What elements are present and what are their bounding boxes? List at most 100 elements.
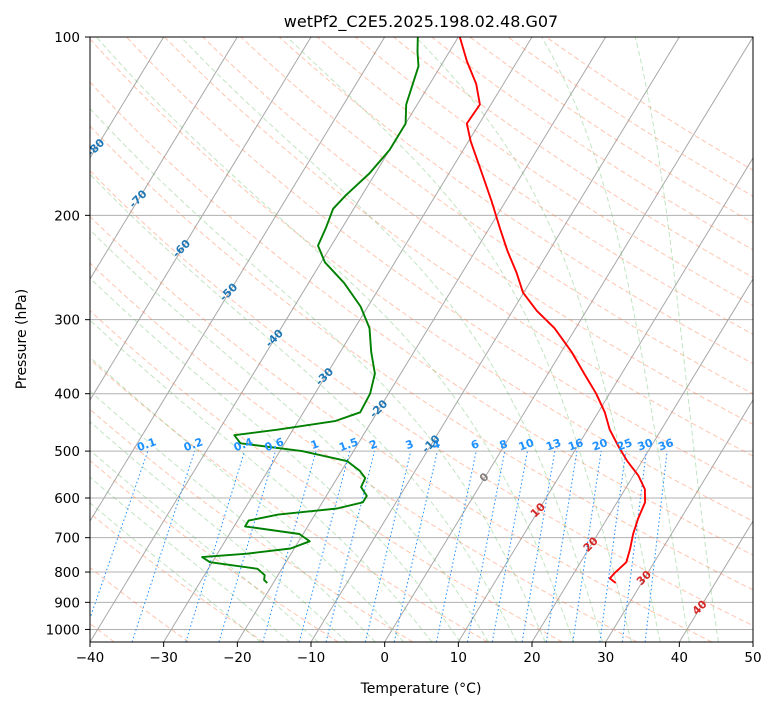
- temperature-profile-line: [458, 37, 647, 584]
- y-tick-label: 200: [54, 208, 80, 224]
- isotherm-line: [236, 37, 607, 642]
- x-tick-label: −20: [223, 650, 252, 666]
- dry-adiabat-line: [90, 215, 712, 642]
- mixing-ratio-line: [545, 451, 578, 642]
- mixing-ratio-label: 0.4: [232, 435, 255, 454]
- isotherm-line: [310, 37, 680, 642]
- dry-adiabat-line: [90, 125, 753, 591]
- mixing-ratio-label: 4: [430, 437, 442, 452]
- dewpoint-profile-line: [201, 37, 420, 584]
- x-axis-label: Temperature (°C): [360, 681, 482, 697]
- mixing-ratio-label: 1: [309, 437, 321, 452]
- y-tick-label: 900: [54, 595, 80, 611]
- moist-adiabat-line: [90, 356, 405, 642]
- isotherm-line: [90, 37, 386, 522]
- mixing-ratio-line: [218, 450, 276, 642]
- mixing-ratio-line: [599, 451, 627, 642]
- mixing-ratio-label: 10: [517, 436, 536, 454]
- dry-adiabat-line: [90, 408, 414, 642]
- moist-adiabat-line: [90, 107, 546, 642]
- y-tick-label: 1000: [46, 622, 80, 638]
- mixing-ratio-label: 0.1: [135, 435, 158, 454]
- moist-adiabat-line: [96, 37, 575, 642]
- x-tick-label: 40: [671, 650, 688, 666]
- dry-adiabat-line: [90, 81, 753, 556]
- mixing-ratio-line: [298, 450, 351, 642]
- mixing-ratio-line: [491, 451, 528, 642]
- mixing-ratio-line: [364, 450, 412, 642]
- isotherm-line: [90, 37, 238, 280]
- mixing-ratio-line: [262, 450, 317, 642]
- dry-adiabat-line: [240, 37, 753, 395]
- mixing-ratio-line: [325, 450, 376, 642]
- mixing-ratio-line: [521, 451, 556, 642]
- dry-adiabat-line: [431, 37, 753, 251]
- mixing-ratio-label: 13: [544, 436, 563, 453]
- moist-adiabat-line: [286, 37, 632, 642]
- dry-adiabat-line: [90, 512, 264, 642]
- chart-title: wetPf2_C2E5.2025.198.02.48.G07: [284, 12, 558, 32]
- y-tick-label: 300: [54, 313, 80, 329]
- isotherm-line: [678, 520, 753, 642]
- background-lines: [90, 37, 753, 642]
- dry-adiabat-line: [90, 38, 753, 522]
- mixing-ratio-line: [644, 451, 668, 642]
- plot-frame: [89, 36, 754, 643]
- mixing-ratio-label: 8: [498, 437, 510, 452]
- y-axis-label: Pressure (hPa): [14, 289, 30, 389]
- mixing-ratio-line: [393, 450, 438, 642]
- dry-adiabat-line: [507, 37, 753, 197]
- x-tick-label: 20: [523, 650, 540, 666]
- mixing-ratio-label: 20: [591, 436, 610, 454]
- dry-adiabat-line: [90, 262, 638, 642]
- mixing-ratio-line: [90, 450, 149, 620]
- moist-adiabat-line: [90, 277, 461, 642]
- moist-adiabat-line: [180, 37, 604, 642]
- mixing-ratio-line: [185, 450, 246, 642]
- y-tick-label: 500: [54, 444, 80, 460]
- mixing-ratio-label: 6: [469, 437, 481, 452]
- mixing-ratio-label: 25: [615, 436, 634, 453]
- x-tick-label: 30: [597, 650, 614, 666]
- dry-adiabat-line: [316, 37, 753, 335]
- isotherm-line: [90, 37, 312, 401]
- isotherm-line: [531, 278, 753, 642]
- isotherm-line: [384, 37, 753, 642]
- dry-adiabat-line: [393, 37, 753, 279]
- dry-adiabat-line: [545, 37, 753, 171]
- mixing-ratio-line: [572, 451, 602, 642]
- mixing-ratio-label: 3: [404, 437, 416, 452]
- y-tick-label: 700: [54, 531, 80, 547]
- y-tick-label: 600: [54, 491, 80, 507]
- y-tick-label: 100: [54, 30, 80, 46]
- dry-adiabat-line: [278, 37, 753, 365]
- mixing-ratio-line: [435, 451, 477, 642]
- moist-adiabat-line: [90, 173, 518, 642]
- isotherm-line: [605, 399, 753, 642]
- mixing-ratio-label: 0.6: [263, 435, 286, 454]
- x-tick-label: −10: [297, 650, 326, 666]
- x-tick-label: 10: [450, 650, 467, 666]
- dry-adiabat-line: [90, 459, 339, 642]
- mixing-ratio-label: 1.5: [337, 435, 360, 454]
- moist-adiabat-line: [90, 390, 376, 642]
- mixing-ratio-line: [131, 450, 196, 642]
- x-tick-label: 50: [744, 650, 761, 666]
- mixing-ratio-label: 16: [566, 436, 585, 454]
- moist-adiabat-line: [634, 37, 719, 642]
- mixing-ratio-line: [467, 451, 506, 642]
- dry-adiabat-line: [90, 170, 753, 627]
- isotherm-line: [90, 37, 165, 159]
- mixing-ratio-label: 0.2: [182, 435, 205, 454]
- dry-adiabat-line: [164, 37, 753, 457]
- moist-adiabat-line: [90, 476, 291, 642]
- moist-adiabat-line: [90, 229, 489, 642]
- mixing-ratio-label: 36: [657, 436, 676, 454]
- mixing-ratio-label: 2: [368, 437, 380, 452]
- x-tick-label: 0: [380, 650, 389, 666]
- moist-adiabat-line: [90, 449, 319, 642]
- x-tick-label: −40: [76, 650, 105, 666]
- mixing-ratio-label: 30: [636, 436, 655, 454]
